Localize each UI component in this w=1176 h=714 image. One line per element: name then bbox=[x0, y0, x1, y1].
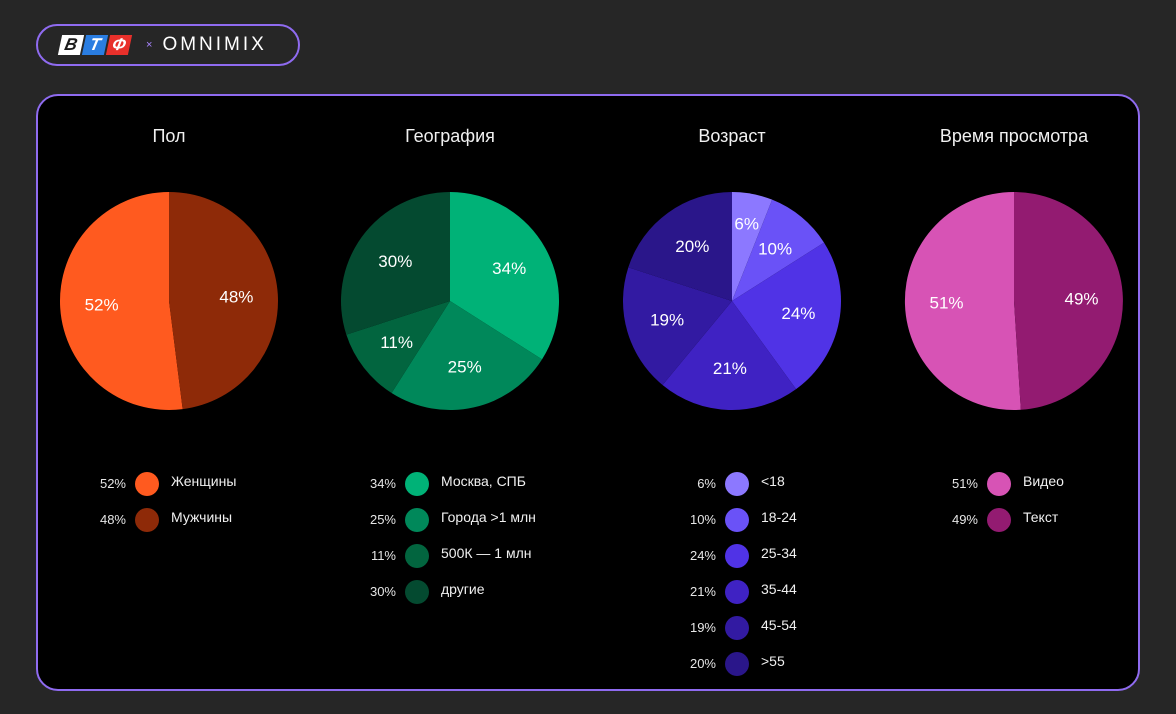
pie-slice bbox=[732, 242, 842, 390]
legend-value: 6% bbox=[697, 476, 716, 491]
logo-letter: Т bbox=[81, 35, 109, 55]
legend-label: Видео bbox=[1023, 473, 1064, 489]
legend-label: Женщины bbox=[171, 473, 237, 489]
pie-slice bbox=[391, 301, 543, 411]
slice-label: 11% bbox=[380, 333, 413, 352]
slice-label: 49% bbox=[1064, 289, 1098, 308]
slice-label: 48% bbox=[219, 287, 253, 306]
legend-swatch bbox=[725, 508, 749, 532]
legend-label: Текст bbox=[1023, 509, 1059, 525]
legend-value: 48% bbox=[99, 512, 126, 527]
pie-slice bbox=[628, 192, 732, 301]
pie-slice bbox=[622, 267, 732, 385]
pie-slice bbox=[340, 191, 450, 335]
legend-swatch bbox=[135, 508, 159, 532]
legend-label: 18-24 bbox=[761, 509, 797, 525]
legend-value: 11% bbox=[370, 548, 396, 563]
legend-label: <18 bbox=[761, 473, 785, 489]
slice-label: 52% bbox=[85, 296, 119, 315]
pie-slice bbox=[450, 192, 560, 360]
legend-label: 25-34 bbox=[761, 545, 797, 561]
legend-swatch bbox=[405, 472, 429, 496]
slice-label: 24% bbox=[781, 304, 815, 323]
slice-label: 19% bbox=[650, 310, 684, 329]
legend-value: 51% bbox=[951, 476, 978, 491]
logo-separator: × bbox=[146, 39, 153, 51]
legend-label: >55 bbox=[761, 653, 785, 669]
pie-slice bbox=[732, 199, 825, 301]
pie-slice bbox=[1014, 192, 1123, 410]
legend-value: 30% bbox=[369, 584, 396, 599]
pie-chart: 34% 25% 11% 30% bbox=[340, 191, 560, 411]
legend-value: 52% bbox=[99, 476, 126, 491]
legend-value: 10% bbox=[689, 512, 716, 527]
legend-value: 21% bbox=[689, 584, 716, 599]
slice-label: 10% bbox=[758, 239, 792, 258]
chart-title: Время просмотра bbox=[939, 126, 1089, 146]
legend-label: 45-54 bbox=[761, 617, 797, 633]
legend-value: 24% bbox=[689, 548, 716, 563]
pie-slice bbox=[59, 192, 183, 410]
legend-value: 20% bbox=[689, 656, 716, 671]
legend-label: другие bbox=[441, 581, 485, 597]
pie-chart: 51% 49% bbox=[904, 191, 1123, 410]
legend-swatch bbox=[987, 508, 1011, 532]
pie-chart: 6% 10% 24% 21% 19% 20% bbox=[622, 192, 842, 411]
legend-value: 34% bbox=[369, 476, 396, 491]
charts-panel: Пол 52% 48% 52% Женщины 48% Мужчины География 34… bbox=[36, 94, 1140, 691]
slice-label: 6% bbox=[734, 214, 759, 233]
legend-label: 500К — 1 млн bbox=[441, 545, 532, 561]
pie-chart: 52% 48% bbox=[59, 192, 278, 410]
brand-logo: В Т Ф × OMNIMIX bbox=[36, 24, 300, 66]
legend-swatch bbox=[405, 508, 429, 532]
slice-label: 34% bbox=[492, 259, 526, 278]
slice-label: 25% bbox=[448, 358, 482, 377]
partner-logo: OMNIMIX bbox=[162, 34, 267, 55]
legend-label: Города >1 млн bbox=[441, 509, 536, 525]
pie-slice bbox=[732, 192, 773, 301]
vtf-logo: В Т Ф bbox=[57, 35, 133, 55]
legend-value: 19% bbox=[689, 620, 716, 635]
legend-swatch bbox=[725, 616, 749, 640]
legend-swatch bbox=[725, 544, 749, 568]
slice-label: 30% bbox=[378, 252, 412, 271]
pie-slice bbox=[904, 191, 1021, 410]
chart-title: Пол bbox=[152, 126, 186, 146]
legend-swatch bbox=[987, 472, 1011, 496]
legend-label: 35-44 bbox=[761, 581, 797, 597]
legend-swatch bbox=[725, 652, 749, 676]
chart-title: География bbox=[405, 126, 495, 146]
chart-title: Возраст bbox=[698, 126, 766, 146]
slice-label: 20% bbox=[675, 237, 709, 256]
legend-swatch bbox=[405, 580, 429, 604]
legend-label: Мужчины bbox=[171, 509, 233, 525]
legend-value: 25% bbox=[369, 512, 396, 527]
legend-label: Москва, СПБ bbox=[441, 473, 526, 489]
logo-letter: В bbox=[57, 35, 85, 55]
pie-slice bbox=[346, 301, 450, 394]
slice-label: 21% bbox=[713, 359, 747, 378]
slice-label: 51% bbox=[929, 294, 963, 313]
legend-swatch bbox=[725, 472, 749, 496]
legend-swatch bbox=[725, 580, 749, 604]
legend-swatch bbox=[135, 472, 159, 496]
logo-letter: Ф bbox=[105, 35, 133, 55]
legend-value: 49% bbox=[951, 512, 978, 527]
legend-swatch bbox=[405, 544, 429, 568]
pie-slice bbox=[662, 301, 797, 411]
pie-slice bbox=[169, 192, 278, 410]
